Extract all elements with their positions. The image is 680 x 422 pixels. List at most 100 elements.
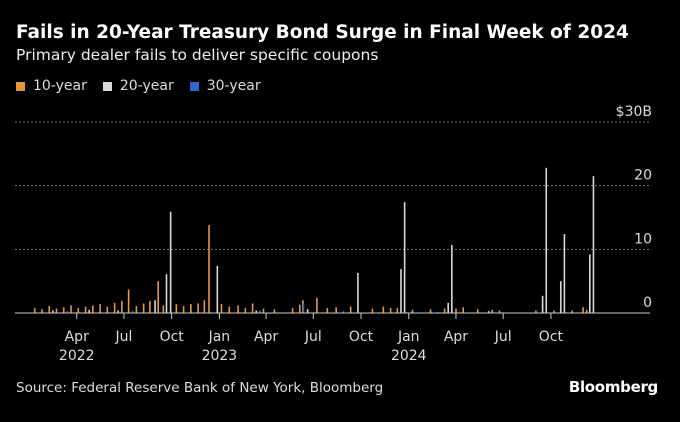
bar-20-year xyxy=(306,309,309,313)
bar-30-year xyxy=(259,310,261,313)
x-tick-label: Jul xyxy=(304,329,322,345)
legend: 10-year 20-year 30-year xyxy=(16,78,261,94)
bar-20-year xyxy=(403,202,406,313)
bar-10-year xyxy=(162,305,165,313)
bar-10-year xyxy=(106,306,109,313)
bar-10-year xyxy=(203,300,206,313)
x-tick-label: Jan xyxy=(397,329,420,345)
bar-10-year xyxy=(535,310,537,313)
bar-10-year xyxy=(382,306,385,313)
bar-10-year xyxy=(55,308,58,313)
bar-30-year xyxy=(66,311,69,313)
bar-10-year xyxy=(389,307,392,313)
bar-20-year xyxy=(216,265,219,313)
bar-10-year xyxy=(411,309,414,313)
bar-10-year xyxy=(135,305,138,313)
x-tick-label: Jan xyxy=(208,329,231,345)
bar-10-year xyxy=(396,307,399,313)
bar-20-year xyxy=(589,254,591,313)
x-tick-label: Apr xyxy=(254,329,278,345)
bar-10-year xyxy=(443,308,446,313)
bar-10-year xyxy=(175,304,178,313)
y-tick-label: 20 xyxy=(634,168,652,184)
legend-item-20-year: 20-year xyxy=(102,78,174,94)
bar-10-year xyxy=(371,308,374,313)
bar-20-year xyxy=(88,309,90,313)
y-tick-label: 0 xyxy=(643,295,652,311)
bar-10-year xyxy=(121,300,123,313)
bar-10-year xyxy=(41,309,43,313)
bar-10-year xyxy=(585,309,588,313)
x-tick-label: Jul xyxy=(494,329,512,345)
bar-10-year xyxy=(157,281,159,313)
bar-20-year xyxy=(559,281,562,313)
bar-20-year xyxy=(117,310,120,313)
bar-10-year xyxy=(142,303,145,313)
bar-10-year xyxy=(455,308,457,313)
bar-10-year xyxy=(182,305,185,313)
bar-10-year xyxy=(251,303,254,313)
bar-10-year xyxy=(498,310,501,313)
bar-20-year xyxy=(487,311,490,313)
bar-30-year xyxy=(302,303,305,313)
x-tick-label: Jul xyxy=(114,329,132,345)
bar-10-year xyxy=(349,306,352,313)
x-tick-label: Oct xyxy=(539,329,564,345)
legend-label-10-year: 10-year xyxy=(33,78,87,94)
bar-20-year xyxy=(447,302,449,313)
bar-10-year xyxy=(553,310,555,313)
bar-10-year xyxy=(70,305,72,313)
bar-20-year xyxy=(451,244,453,313)
bar-20-year xyxy=(165,274,168,313)
bar-10-year xyxy=(273,309,276,313)
bar-10-year xyxy=(429,309,432,313)
bar-20-year xyxy=(255,310,258,313)
bar-20-year xyxy=(154,300,156,313)
bar-10-year xyxy=(582,307,584,313)
legend-swatch-10-year xyxy=(16,81,25,91)
bar-10-year xyxy=(491,309,494,313)
bar-10-year xyxy=(33,307,36,313)
legend-swatch-30-year xyxy=(189,81,199,91)
bar-10-year xyxy=(208,225,210,313)
chart-title: Fails in 20-Year Treasury Bond Surge in … xyxy=(16,22,629,43)
bar-10-year xyxy=(462,307,465,313)
x-tick-label: Apr xyxy=(444,329,468,345)
source-note: Source: Federal Reserve Bank of New York… xyxy=(16,380,384,396)
bar-20-year xyxy=(400,269,402,313)
bar-10-year xyxy=(228,306,231,313)
bar-10-year xyxy=(99,304,101,313)
x-tick-year-label: 2022 xyxy=(59,348,95,364)
bar-10-year xyxy=(62,307,65,313)
x-tick-year-label: 2023 xyxy=(202,348,238,364)
bar-20-year xyxy=(357,272,359,313)
bar-10-year xyxy=(92,305,94,313)
bar-10-year xyxy=(291,307,294,313)
bar-20-year xyxy=(52,310,54,313)
bar-20-year xyxy=(563,234,566,313)
bar-30-year xyxy=(437,311,439,313)
bar-10-year xyxy=(149,300,151,313)
bar-10-year xyxy=(316,297,318,313)
bloomberg-logo: Bloomberg xyxy=(568,378,658,396)
bar-10-year xyxy=(335,307,337,313)
bar-10-year xyxy=(476,309,479,313)
bar-10-year xyxy=(237,305,239,313)
bar-10-year xyxy=(244,307,247,313)
x-tick-label: Oct xyxy=(160,329,185,345)
bar-10-year xyxy=(190,304,192,313)
bar-10-year xyxy=(84,306,87,313)
x-tick-label: Oct xyxy=(349,329,374,345)
bar-10-year xyxy=(571,310,573,313)
bar-30-year xyxy=(342,311,345,313)
bar-10-year xyxy=(127,289,130,313)
bar-20-year xyxy=(169,211,172,313)
bar-10-year xyxy=(48,305,51,313)
bar-10-year xyxy=(113,302,116,313)
y-tick-label: $30B xyxy=(616,104,652,120)
bar-10-year xyxy=(197,303,199,313)
bar-30-year xyxy=(131,311,134,313)
legend-label-30-year: 30-year xyxy=(206,78,261,94)
legend-item-30-year: 30-year xyxy=(189,78,261,94)
